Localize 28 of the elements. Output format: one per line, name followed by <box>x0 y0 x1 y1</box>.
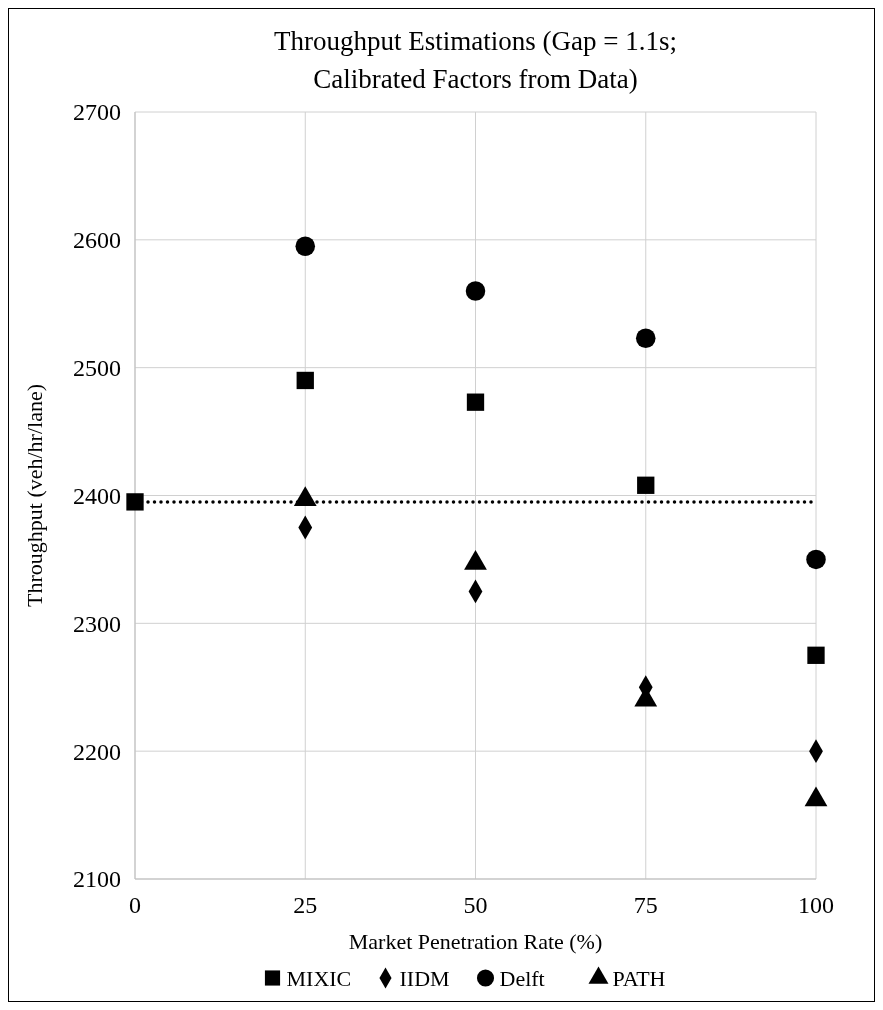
y-tick-label: 2500 <box>73 355 121 382</box>
y-tick-label: 2600 <box>73 227 121 254</box>
point <box>807 646 825 664</box>
point <box>465 281 486 301</box>
point <box>126 493 144 511</box>
point <box>637 476 655 494</box>
x-tick-label: 0 <box>129 892 141 918</box>
point <box>296 371 314 390</box>
y-axis-title: Throughput (veh/hr/lane) <box>22 384 47 607</box>
y-tick-label: 2100 <box>73 866 121 893</box>
legend-label: Delft <box>499 965 545 991</box>
x-tick-label: 100 <box>798 892 834 918</box>
y-tick-label: 2700 <box>73 99 121 126</box>
legend-label: MIXIC <box>286 965 352 991</box>
x-tick-label: 25 <box>293 892 318 918</box>
y-tick-label: 2300 <box>73 610 121 637</box>
x-axis-title: Market Penetration Rate (%) <box>348 929 603 954</box>
point <box>635 328 656 349</box>
x-tick-label: 75 <box>633 892 658 918</box>
point <box>295 236 316 256</box>
chart-title: Throughput Estimations (Gap = 1.1s; Calibrated Factors from Data) <box>274 26 677 94</box>
y-tick-label: 2200 <box>73 738 121 765</box>
point <box>806 549 826 570</box>
legend-label: IIDM <box>399 965 450 991</box>
legend-label: PATH <box>612 965 666 991</box>
y-tick-label: 2400 <box>73 482 121 509</box>
point <box>466 393 485 411</box>
x-tick-label: 50 <box>463 892 488 918</box>
